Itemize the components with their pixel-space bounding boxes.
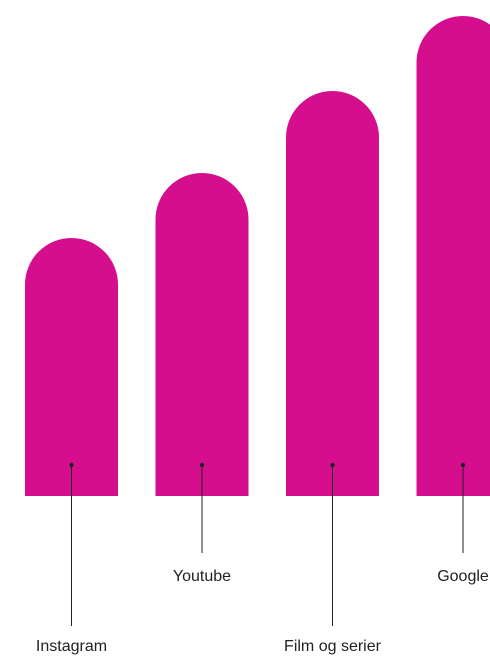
leaders-group [69, 462, 466, 626]
bars-group [25, 16, 490, 496]
bar-3 [416, 16, 490, 496]
category-label-1: Youtube [173, 568, 231, 585]
category-label-2: Film og serier [284, 638, 382, 655]
labels-group: Instagram Youtube Film og serier Google [36, 568, 489, 655]
bar-2 [286, 91, 379, 496]
bar-0 [25, 238, 118, 496]
bar-1 [155, 172, 249, 496]
category-label-0: Instagram [36, 638, 107, 655]
category-label-3: Google [437, 568, 489, 585]
